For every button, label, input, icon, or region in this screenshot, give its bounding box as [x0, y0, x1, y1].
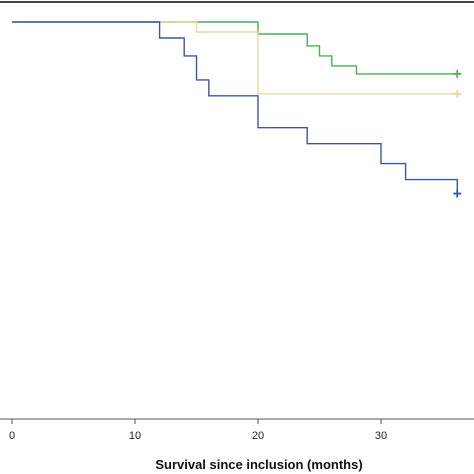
- series-1-line: [12, 21, 458, 95]
- series-0-censor-mark: [453, 69, 462, 78]
- series-layer: [12, 21, 462, 198]
- x-tick-label-30: 30: [375, 430, 387, 442]
- x-tick-label-0: 0: [9, 430, 15, 442]
- series-2: [12, 21, 462, 198]
- series-1: [12, 21, 462, 98]
- series-2-line: [12, 21, 458, 194]
- x-axis-title: Survival since inclusion (months): [155, 457, 362, 472]
- series-0-line: [12, 21, 458, 75]
- series-1-censor-mark: [453, 89, 462, 98]
- series-2-censor-mark: [453, 189, 462, 198]
- x-tick-label-20: 20: [252, 430, 264, 442]
- x-tick-label-10: 10: [129, 430, 141, 442]
- series-0: [12, 21, 462, 78]
- x-axis-ticks: 0 10 20 30: [9, 419, 387, 442]
